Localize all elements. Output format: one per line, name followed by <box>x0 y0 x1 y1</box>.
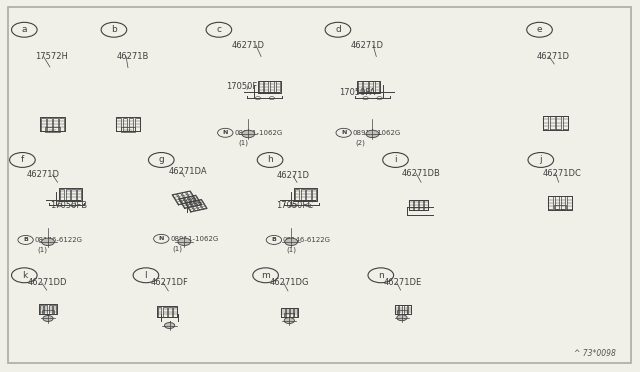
Text: 08146-6122G: 08146-6122G <box>35 237 83 243</box>
Text: 17050FC: 17050FC <box>276 201 314 210</box>
Circle shape <box>43 315 53 321</box>
Text: N: N <box>223 130 228 135</box>
Circle shape <box>42 238 54 246</box>
Text: 46271D: 46271D <box>27 170 60 179</box>
Text: 46271B: 46271B <box>117 52 150 61</box>
Text: i: i <box>394 155 397 164</box>
Text: f: f <box>20 155 24 164</box>
Text: 46271DF: 46271DF <box>150 278 188 287</box>
Text: 46271D: 46271D <box>536 52 570 61</box>
Text: m: m <box>261 271 270 280</box>
Text: k: k <box>22 271 27 280</box>
Text: ^ 73*0098: ^ 73*0098 <box>574 349 616 358</box>
Circle shape <box>178 238 191 246</box>
Circle shape <box>164 323 175 328</box>
Circle shape <box>242 130 255 138</box>
Circle shape <box>285 238 298 246</box>
Text: 08146-6122G: 08146-6122G <box>283 237 331 243</box>
Text: (1): (1) <box>37 247 47 253</box>
Text: 46271DD: 46271DD <box>28 278 67 287</box>
Text: 46271D: 46271D <box>232 41 265 50</box>
Text: 46271DA: 46271DA <box>168 167 207 176</box>
Text: N: N <box>159 236 164 241</box>
Text: B: B <box>271 237 276 243</box>
Text: 46271D: 46271D <box>351 41 384 50</box>
Text: 46271DG: 46271DG <box>270 278 310 287</box>
Text: 08911-1062G: 08911-1062G <box>170 236 218 242</box>
Text: l: l <box>145 271 147 280</box>
Circle shape <box>397 315 407 321</box>
Text: B: B <box>23 237 28 243</box>
Text: 46271D: 46271D <box>276 171 310 180</box>
Text: 17572H: 17572H <box>35 52 68 61</box>
Text: 08911-1062G: 08911-1062G <box>353 130 401 136</box>
Text: c: c <box>216 25 221 34</box>
Text: 17050FA: 17050FA <box>339 88 376 97</box>
Text: e: e <box>537 25 542 34</box>
Circle shape <box>284 318 294 324</box>
Bar <box>397 310 407 314</box>
Text: g: g <box>159 155 164 164</box>
Text: 08911-1062G: 08911-1062G <box>234 130 282 136</box>
Text: (2): (2) <box>355 139 365 146</box>
Text: j: j <box>540 155 542 164</box>
Text: d: d <box>335 25 340 34</box>
Text: 46271DE: 46271DE <box>384 278 422 287</box>
Text: (1): (1) <box>287 247 297 253</box>
Text: 17050FB: 17050FB <box>50 201 87 210</box>
Text: b: b <box>111 25 116 34</box>
Text: (1): (1) <box>238 139 248 146</box>
Bar <box>45 127 60 132</box>
Bar <box>554 205 566 209</box>
Text: h: h <box>268 155 273 164</box>
Text: 46271DC: 46271DC <box>543 169 582 178</box>
Text: N: N <box>341 130 346 135</box>
Text: 46271DB: 46271DB <box>402 169 441 178</box>
Bar <box>121 127 135 132</box>
Circle shape <box>366 130 379 138</box>
Bar <box>42 310 54 314</box>
Text: n: n <box>378 271 383 280</box>
Text: (1): (1) <box>173 246 183 252</box>
Text: 17050F: 17050F <box>226 82 257 91</box>
Text: a: a <box>22 25 27 34</box>
Bar <box>284 313 294 317</box>
